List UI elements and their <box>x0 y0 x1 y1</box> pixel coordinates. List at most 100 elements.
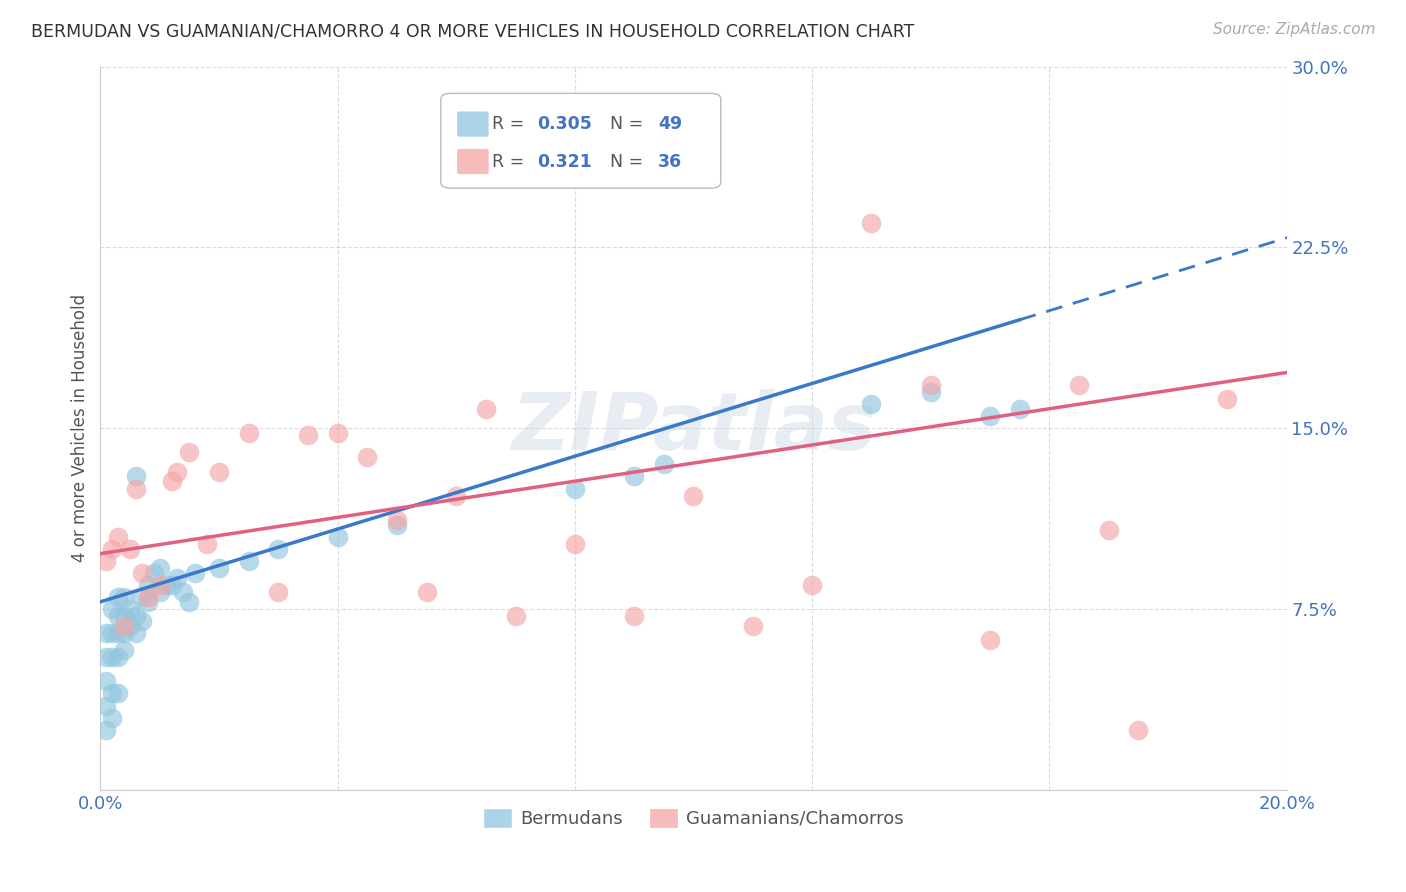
Point <box>142 566 165 580</box>
Point <box>112 643 135 657</box>
Point <box>297 428 319 442</box>
Point <box>101 650 124 665</box>
Point <box>118 541 141 556</box>
Point <box>979 409 1001 424</box>
Point <box>112 619 135 633</box>
Point <box>112 609 135 624</box>
Point <box>623 609 645 624</box>
Point <box>979 633 1001 648</box>
Point <box>107 686 129 700</box>
Text: 0.305: 0.305 <box>537 115 592 133</box>
Point <box>96 723 118 737</box>
Point <box>101 602 124 616</box>
Point <box>166 465 188 479</box>
Point <box>136 590 159 604</box>
Point <box>860 216 883 230</box>
Point <box>652 458 675 472</box>
Point <box>96 626 118 640</box>
Point <box>160 475 183 489</box>
Point <box>160 578 183 592</box>
Point <box>136 578 159 592</box>
Text: N =: N = <box>599 115 648 133</box>
Point <box>96 650 118 665</box>
Point <box>860 397 883 411</box>
Text: 0.321: 0.321 <box>537 153 592 170</box>
FancyBboxPatch shape <box>441 94 721 188</box>
Point <box>131 566 153 580</box>
FancyBboxPatch shape <box>457 149 488 174</box>
Point <box>1067 377 1090 392</box>
Point <box>1098 523 1121 537</box>
Point <box>267 541 290 556</box>
Point <box>125 609 148 624</box>
Text: ZIPatlas: ZIPatlas <box>510 389 876 467</box>
Point <box>415 585 437 599</box>
Point <box>118 602 141 616</box>
Point <box>682 489 704 503</box>
Point <box>149 578 172 592</box>
Text: BERMUDAN VS GUAMANIAN/CHAMORRO 4 OR MORE VEHICLES IN HOUSEHOLD CORRELATION CHART: BERMUDAN VS GUAMANIAN/CHAMORRO 4 OR MORE… <box>31 22 914 40</box>
Point <box>107 626 129 640</box>
Point <box>125 482 148 496</box>
Point <box>179 595 201 609</box>
Point <box>131 590 153 604</box>
Point <box>107 530 129 544</box>
Point <box>101 710 124 724</box>
Point <box>149 561 172 575</box>
Text: R =: R = <box>492 153 530 170</box>
Point <box>166 571 188 585</box>
Point <box>623 469 645 483</box>
Point <box>475 401 498 416</box>
Point <box>741 619 763 633</box>
Point <box>96 698 118 713</box>
Point <box>326 530 349 544</box>
Point <box>238 554 260 568</box>
Point <box>1128 723 1150 737</box>
Point <box>101 626 124 640</box>
Point <box>136 595 159 609</box>
Point <box>155 578 177 592</box>
Point <box>1216 392 1239 407</box>
Point <box>920 385 942 400</box>
Point <box>208 465 231 479</box>
Point <box>1008 401 1031 416</box>
Point <box>179 445 201 459</box>
Point <box>118 619 141 633</box>
Point <box>101 541 124 556</box>
Point <box>195 537 218 551</box>
Text: R =: R = <box>492 115 530 133</box>
Text: Source: ZipAtlas.com: Source: ZipAtlas.com <box>1212 22 1375 37</box>
Point <box>564 482 586 496</box>
Point <box>444 489 467 503</box>
Point <box>112 590 135 604</box>
Point <box>172 585 194 599</box>
Point <box>125 626 148 640</box>
Point <box>149 585 172 599</box>
Point <box>125 469 148 483</box>
Point <box>505 609 527 624</box>
Point <box>184 566 207 580</box>
Y-axis label: 4 or more Vehicles in Household: 4 or more Vehicles in Household <box>72 294 89 562</box>
Text: N =: N = <box>599 153 648 170</box>
FancyBboxPatch shape <box>457 112 488 136</box>
Point <box>101 686 124 700</box>
Point <box>267 585 290 599</box>
Point <box>131 614 153 628</box>
Point <box>326 426 349 441</box>
Point <box>107 590 129 604</box>
Point <box>564 537 586 551</box>
Point <box>385 517 408 532</box>
Legend: Bermudans, Guamanians/Chamorros: Bermudans, Guamanians/Chamorros <box>477 801 911 835</box>
Point <box>107 650 129 665</box>
Point <box>96 674 118 689</box>
Point <box>385 513 408 527</box>
Point <box>920 377 942 392</box>
Point <box>112 626 135 640</box>
Text: 49: 49 <box>658 115 682 133</box>
Point <box>356 450 378 465</box>
Point <box>107 609 129 624</box>
Point <box>801 578 824 592</box>
Point <box>208 561 231 575</box>
Point <box>96 554 118 568</box>
Text: 36: 36 <box>658 153 682 170</box>
